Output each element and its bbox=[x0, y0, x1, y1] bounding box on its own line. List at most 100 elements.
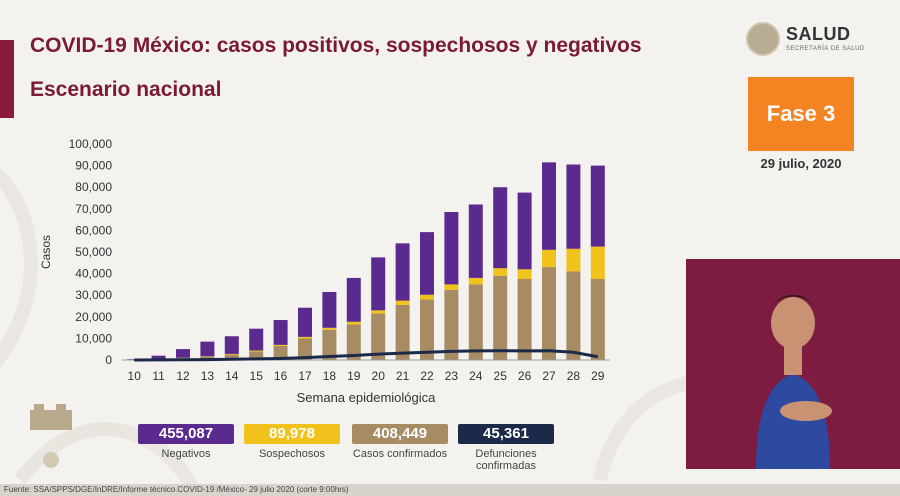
bar-segment bbox=[420, 294, 434, 300]
bar-segment bbox=[517, 192, 532, 270]
page-subtitle: Escenario nacional bbox=[30, 78, 222, 101]
bar-segment bbox=[371, 257, 386, 311]
bar-segment bbox=[420, 232, 434, 295]
bar-segment bbox=[566, 164, 581, 249]
bar-segment bbox=[249, 351, 264, 360]
y-tick-label: 10,000 bbox=[75, 331, 112, 345]
bar-segment bbox=[542, 267, 556, 360]
x-tick-label: 20 bbox=[372, 369, 386, 383]
y-tick-label: 60,000 bbox=[75, 223, 112, 237]
bar-segment bbox=[468, 284, 483, 360]
bar-segment bbox=[346, 324, 361, 360]
y-tick-label: 30,000 bbox=[75, 288, 112, 302]
bar-segment bbox=[444, 284, 459, 290]
x-tick-label: 29 bbox=[591, 369, 605, 383]
bar-segment bbox=[395, 304, 410, 360]
bar-segment bbox=[395, 243, 410, 301]
bar-segment bbox=[273, 344, 288, 346]
legend-item: 408,449 Casos confirmados bbox=[352, 424, 448, 460]
bar-segment bbox=[542, 249, 556, 268]
x-tick-label: 21 bbox=[396, 369, 410, 383]
legend-item: 45,361 Defunciones confirmadas bbox=[458, 424, 554, 472]
source-footer: Fuente: SSA/SPPS/DGE/InDRE/Informe técni… bbox=[0, 484, 900, 496]
x-tick-label: 11 bbox=[152, 369, 165, 383]
bar-segment bbox=[224, 336, 239, 354]
x-tick-label: 14 bbox=[225, 369, 239, 383]
legend-label: Casos confirmados bbox=[352, 448, 448, 460]
y-tick-label: 90,000 bbox=[75, 159, 112, 173]
x-tick-label: 19 bbox=[347, 369, 361, 383]
y-axis-label: Casos bbox=[39, 235, 53, 269]
cases-chart: 0 10,000 20,000 30,000 40,000 50,000 60,000 70,… bbox=[39, 137, 610, 405]
bar-segment bbox=[200, 341, 215, 357]
bar-segment bbox=[249, 350, 264, 352]
legend-label: Sospechosos bbox=[258, 448, 326, 460]
bar-segment bbox=[444, 289, 459, 360]
bar-segment bbox=[517, 269, 532, 279]
legend-value: 89,978 bbox=[244, 424, 340, 444]
bar-segment bbox=[371, 313, 386, 360]
x-tick-label: 17 bbox=[298, 369, 312, 383]
title-accent-bar bbox=[0, 40, 14, 118]
bar-segment bbox=[468, 277, 483, 285]
logo-text: SALUD bbox=[786, 24, 851, 44]
bar-segment bbox=[468, 204, 483, 278]
y-tick-label: 0 bbox=[105, 353, 112, 367]
x-tick-label: 16 bbox=[274, 369, 288, 383]
bar-segment bbox=[590, 246, 605, 279]
bar-segment bbox=[298, 336, 312, 339]
x-tick-label: 15 bbox=[250, 369, 264, 383]
y-tick-label: 70,000 bbox=[75, 202, 112, 216]
monument-icon bbox=[30, 404, 72, 468]
bar-segment bbox=[346, 277, 361, 322]
bar-segment bbox=[249, 328, 264, 351]
legend-item: 455,087 Negativos bbox=[138, 424, 234, 460]
bar-segment bbox=[493, 275, 508, 360]
x-tick-label: 26 bbox=[518, 369, 532, 383]
x-tick-label: 18 bbox=[323, 369, 337, 383]
y-tick-label: 100,000 bbox=[69, 137, 113, 151]
y-tick-label: 80,000 bbox=[75, 180, 112, 194]
legend-value: 408,449 bbox=[352, 424, 448, 444]
coat-of-arms-icon bbox=[746, 22, 780, 56]
x-tick-label: 13 bbox=[201, 369, 215, 383]
bar-segment bbox=[322, 329, 337, 360]
bar-segment bbox=[566, 271, 581, 360]
page-title: COVID-19 México: casos positivos, sospec… bbox=[30, 34, 642, 57]
bar-segment bbox=[444, 212, 459, 285]
logo-subtext: SECRETARÍA DE SALUD bbox=[786, 46, 865, 52]
bar-segment bbox=[298, 338, 312, 360]
bar-segment bbox=[298, 307, 312, 337]
x-tick-label: 28 bbox=[567, 369, 581, 383]
bar-segment bbox=[322, 327, 337, 330]
legend-value: 45,361 bbox=[458, 424, 554, 444]
report-date: 29 julio, 2020 bbox=[760, 156, 842, 171]
legend-label: Defunciones confirmadas bbox=[475, 448, 537, 472]
phase-badge: Fase 3 bbox=[748, 77, 854, 151]
bar-segment bbox=[395, 300, 410, 305]
bar-segment bbox=[346, 321, 361, 325]
legend-label: Negativos bbox=[161, 448, 211, 460]
bar-segment bbox=[176, 349, 190, 358]
bar-segment bbox=[420, 299, 434, 360]
bar-segment bbox=[517, 279, 532, 360]
bar-segment bbox=[493, 187, 508, 269]
x-tick-label: 12 bbox=[176, 369, 190, 383]
legend-value: 455,087 bbox=[138, 424, 234, 444]
y-tick-label: 40,000 bbox=[75, 267, 112, 281]
deaths-line bbox=[134, 349, 599, 362]
x-tick-label: 22 bbox=[420, 369, 434, 383]
sign-language-interpreter bbox=[686, 259, 900, 469]
interpreter-figure bbox=[756, 295, 832, 469]
bar-segment bbox=[224, 353, 239, 355]
x-tick-label: 10 bbox=[128, 369, 142, 383]
bar-segment bbox=[273, 345, 288, 360]
bar-segment bbox=[590, 279, 605, 360]
salud-logo: SALUD SECRETARÍA DE SALUD bbox=[746, 20, 866, 60]
x-tick-label: 25 bbox=[494, 369, 508, 383]
bar-segment bbox=[590, 165, 605, 247]
y-tick-label: 50,000 bbox=[75, 245, 112, 259]
legend-item: 89,978 Sospechosos bbox=[244, 424, 340, 460]
bar-segment bbox=[151, 355, 166, 359]
bar-segment bbox=[542, 162, 556, 250]
